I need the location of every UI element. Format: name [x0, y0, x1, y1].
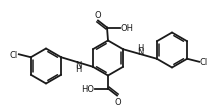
Text: N: N: [137, 48, 143, 56]
Text: N: N: [75, 60, 81, 69]
Text: HO: HO: [81, 84, 94, 93]
Text: Cl: Cl: [10, 50, 18, 59]
Text: H: H: [137, 44, 143, 53]
Text: Cl: Cl: [200, 58, 208, 67]
Text: H: H: [75, 64, 81, 73]
Text: O: O: [114, 97, 121, 106]
Text: OH: OH: [121, 24, 134, 33]
Text: O: O: [94, 11, 101, 20]
